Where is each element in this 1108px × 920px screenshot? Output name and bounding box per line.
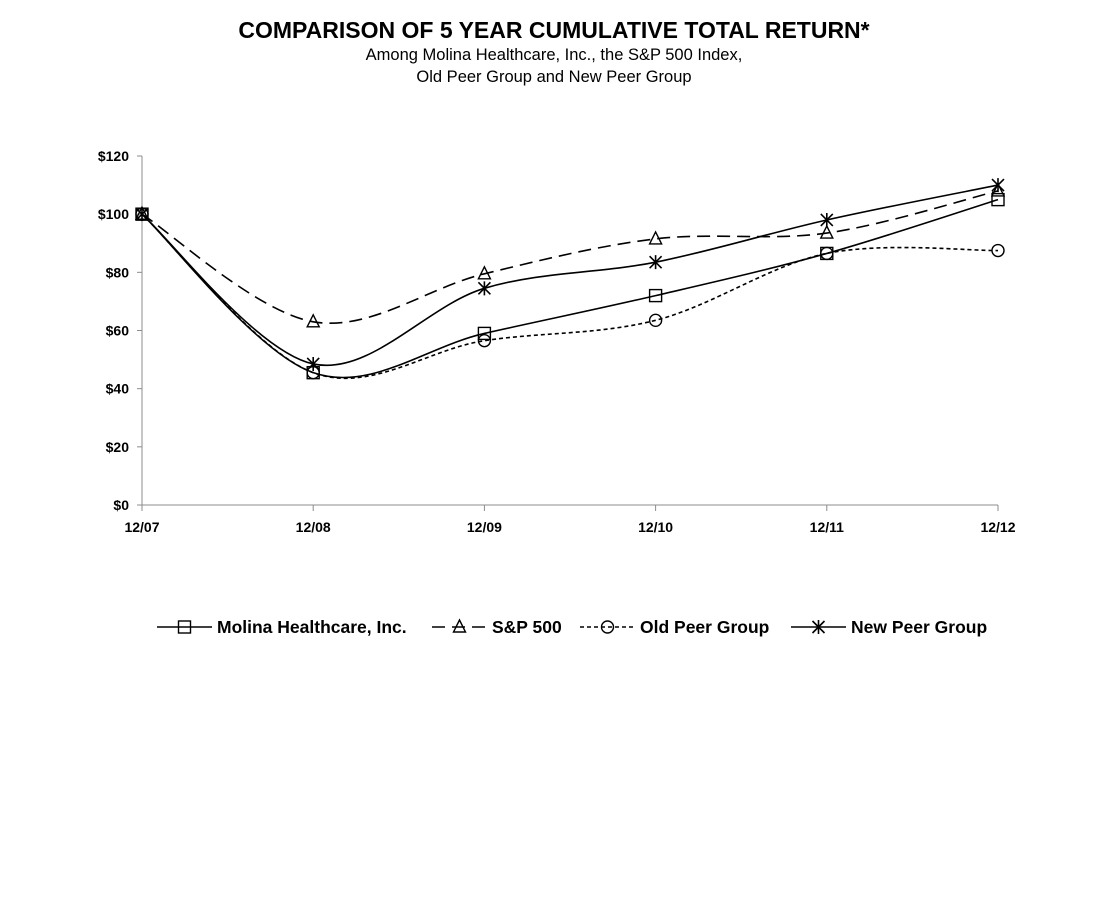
series-new-peer-group xyxy=(135,178,1005,371)
chart-title: COMPARISON OF 5 YEAR CUMULATIVE TOTAL RE… xyxy=(238,17,870,43)
series-molina-healthcare-inc xyxy=(135,192,1005,380)
chart-subtitle-line-1: Among Molina Healthcare, Inc., the S&P 5… xyxy=(365,46,743,64)
legend-label-old-peer-group: Old Peer Group xyxy=(640,617,769,637)
legend-marker-s-p-500 xyxy=(452,618,467,633)
x-tick-label: 12/08 xyxy=(296,519,331,535)
series-line-old-peer-group xyxy=(141,213,999,380)
data-point-molina-healthcare-inc xyxy=(991,192,1005,207)
x-tick-label: 12/07 xyxy=(124,519,159,535)
y-tick-label: $100 xyxy=(98,206,129,222)
y-tick-label: $0 xyxy=(113,497,129,513)
data-point-new-peer-group xyxy=(820,212,834,227)
series-s-p-500 xyxy=(134,182,1006,328)
legend-label-new-peer-group: New Peer Group xyxy=(851,617,987,637)
y-tick-label: $20 xyxy=(106,439,130,455)
data-point-old-peer-group xyxy=(820,246,834,261)
y-tick-label: $40 xyxy=(106,381,130,397)
data-point-new-peer-group xyxy=(991,178,1005,193)
x-tick-label: 12/12 xyxy=(980,519,1015,535)
data-point-s-p-500 xyxy=(306,313,321,328)
series-line-s-p-500 xyxy=(141,190,999,324)
x-tick-label: 12/10 xyxy=(638,519,673,535)
data-point-new-peer-group xyxy=(135,207,149,222)
y-tick-label: $120 xyxy=(98,148,129,164)
data-point-s-p-500 xyxy=(819,224,834,239)
legend-marker-old-peer-group xyxy=(600,620,615,634)
legend-entry-old-peer-group: Old Peer Group xyxy=(580,617,769,637)
data-point-old-peer-group xyxy=(648,313,663,328)
data-point-s-p-500 xyxy=(648,230,663,245)
chart-title-block: COMPARISON OF 5 YEAR CUMULATIVE TOTAL RE… xyxy=(0,16,1108,88)
legend-entry-new-peer-group: New Peer Group xyxy=(791,617,987,637)
legend-entry-s-p-500: S&P 500 xyxy=(432,617,562,637)
data-point-old-peer-group xyxy=(477,333,492,348)
y-tick-label: $60 xyxy=(106,323,130,339)
data-point-s-p-500 xyxy=(477,265,492,280)
legend-label-molina-healthcare-inc: Molina Healthcare, Inc. xyxy=(217,617,407,637)
data-point-new-peer-group xyxy=(306,356,320,371)
data-point-old-peer-group xyxy=(991,243,1005,258)
series-line-molina-healthcare-inc xyxy=(141,198,999,379)
series-line-new-peer-group xyxy=(141,184,999,367)
x-tick-label: 12/11 xyxy=(810,519,844,535)
data-point-molina-healthcare-inc xyxy=(477,326,492,341)
series-old-peer-group xyxy=(135,207,1005,380)
chart-subtitle-line-2: Old Peer Group and New Peer Group xyxy=(416,68,692,86)
legend-label-s-p-500: S&P 500 xyxy=(492,617,562,637)
legend-marker-molina-healthcare-inc xyxy=(177,620,192,634)
data-point-new-peer-group xyxy=(477,281,491,296)
data-point-molina-healthcare-inc xyxy=(648,288,663,303)
data-point-new-peer-group xyxy=(649,255,663,270)
legend-marker-new-peer-group xyxy=(811,620,826,634)
y-tick-label: $80 xyxy=(106,264,130,280)
legend-entry-molina-healthcare-inc: Molina Healthcare, Inc. xyxy=(157,617,407,637)
x-tick-label: 12/09 xyxy=(467,519,502,535)
data-point-s-p-500 xyxy=(990,182,1006,197)
